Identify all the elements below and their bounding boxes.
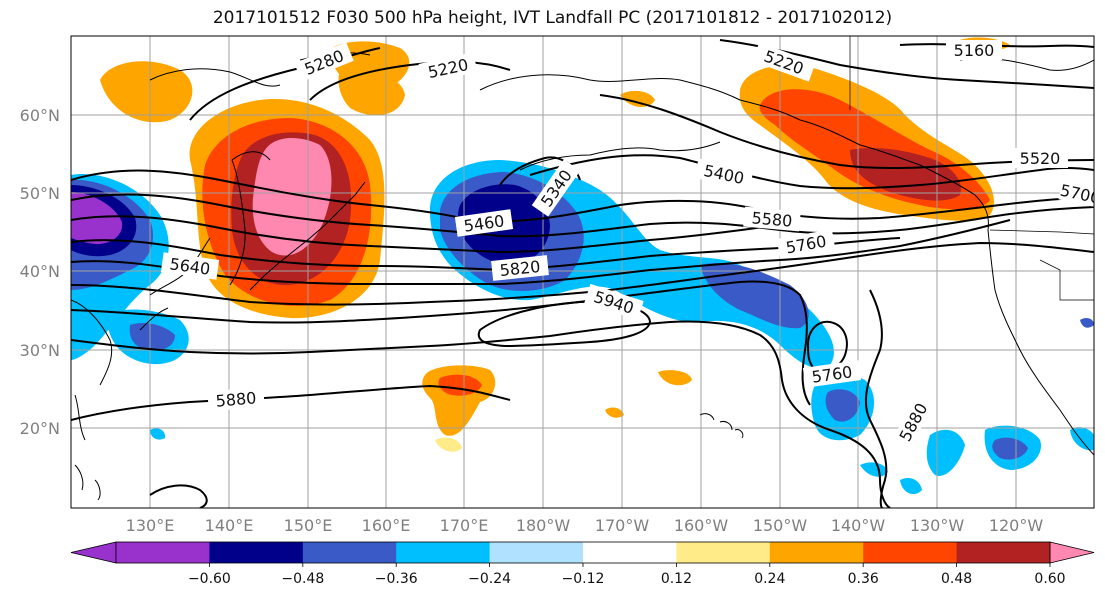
- lon-label-130w: 130°W: [910, 516, 965, 535]
- colorbar-segment: [209, 542, 304, 563]
- colorbar: −0.60 −0.48 −0.36 −0.24 −0.12 0.12 0.24 0.36 0.4…: [70, 541, 1095, 587]
- contour-5880: [71, 320, 891, 508]
- lon-label-170e: 170°E: [440, 516, 489, 535]
- lat-label-50n: 50°N: [20, 184, 60, 203]
- contour-label-5580: 5580: [751, 208, 793, 230]
- contour-5760-a: [71, 241, 1094, 306]
- ivt-pos-subtrop-yellow: [435, 437, 462, 452]
- colorbar-tick-label: 0.12: [661, 571, 692, 587]
- colorbar-segment: [116, 542, 210, 563]
- borders: [849, 36, 1094, 301]
- colorbar-segment: [676, 542, 771, 563]
- lon-label-140e: 140°E: [205, 516, 254, 535]
- contour-5880-sw-b: [149, 484, 208, 508]
- colorbar-tick-label: 0.24: [754, 571, 785, 587]
- lon-label-130e: 130°E: [126, 516, 175, 535]
- longitude-labels: 130°E 140°E 150°E 160°E 170°E 180°W 170°…: [126, 516, 1044, 535]
- coast-alaska: [479, 74, 861, 171]
- colorbar-segment: [489, 542, 584, 563]
- contour-5400: [529, 154, 1094, 190]
- lon-label-120w: 120°W: [989, 516, 1044, 535]
- colorbar-tick-label: 0.36: [848, 571, 879, 587]
- lon-label-180w: 180°W: [516, 516, 571, 535]
- colorbar-tick-label: −0.36: [375, 571, 418, 587]
- contour-5880-sw: [71, 384, 511, 421]
- contour-label-5820: 5820: [499, 257, 541, 280]
- ivt-positive-shading: [100, 37, 1010, 452]
- colorbar-segment: [956, 542, 1051, 563]
- ivt-neg-east-3-blue: [992, 437, 1028, 460]
- ivt-neg-east-6: [900, 478, 922, 495]
- colorbar-segment: [583, 542, 677, 563]
- ivt-neg-japan-south-blue: [129, 323, 175, 351]
- colorbar-tick-label: −0.24: [468, 571, 511, 587]
- lon-label-150w: 150°W: [753, 516, 808, 535]
- latitude-labels: 60°N 50°N 40°N 30°N 20°N: [20, 106, 60, 438]
- contour-5700: [71, 219, 1011, 286]
- lon-label-150e: 150°E: [284, 516, 333, 535]
- ivt-neg-east-2: [926, 429, 965, 476]
- ivt-pos-hawaii-small: [658, 370, 692, 386]
- ivt-neg-small-a: [150, 428, 166, 440]
- ivt-pos-top-right-small: [620, 90, 655, 107]
- ivt-neg-east-5: [860, 462, 888, 477]
- coast-kurils: [249, 181, 366, 291]
- contour-5580: [71, 215, 781, 254]
- colorbar-tick-label: −0.48: [281, 571, 324, 587]
- colorbar-extend-low: [70, 541, 117, 564]
- coast-us-west: [987, 229, 1094, 456]
- colorbar-segment: [769, 542, 864, 563]
- ivt-neg-east-1-blue: [825, 389, 860, 422]
- ivt-pos-top-orange-2: [338, 68, 405, 116]
- contour-5460: [71, 169, 1094, 223]
- lon-label-170w: 170°W: [595, 516, 650, 535]
- ivt-pos-ne-dark: [850, 147, 961, 201]
- lat-label-60n: 60°N: [20, 106, 60, 125]
- contour-label-5160: 5160: [954, 41, 995, 60]
- coast-hawaii: [699, 413, 744, 439]
- colorbar-tick-label: −0.12: [562, 571, 605, 587]
- contour-label-5880-west: 5880: [215, 388, 257, 410]
- coast-kamchatka: [229, 151, 271, 286]
- contour-5760-b: [806, 320, 848, 373]
- coast-bc: [859, 144, 989, 231]
- contour-5220-a: [309, 60, 511, 101]
- contour-arc-1: [599, 94, 1094, 170]
- lon-label-140w: 140°W: [831, 516, 886, 535]
- lon-label-160w: 160°W: [674, 516, 729, 535]
- lat-label-20n: 20°N: [20, 419, 60, 438]
- colorbar-segment: [396, 542, 491, 563]
- contour-5940: [477, 300, 652, 348]
- ivt-neg-east-tail: [700, 262, 809, 329]
- chart-title: 2017101512 F030 500 hPa height, IVT Land…: [212, 8, 893, 28]
- ivt-pos-small-1: [605, 407, 624, 418]
- ivt-neg-small-b: [605, 237, 622, 248]
- contour-label-5520: 5520: [1020, 149, 1061, 168]
- ivt-pos-nw-top: [100, 61, 193, 123]
- coast-islands-sw: [74, 464, 101, 501]
- lat-label-40n: 40°N: [20, 262, 60, 281]
- lat-label-30n: 30°N: [20, 341, 60, 360]
- colorbar-extend-high: [1049, 541, 1095, 564]
- lon-label-160e: 160°E: [362, 516, 411, 535]
- colorbar-tick-label: 0.48: [941, 571, 972, 587]
- colorbar-segment: [863, 542, 958, 563]
- ivt-neg-small-c: [1080, 317, 1094, 328]
- ivt-pos-kamchatka-pink: [252, 138, 332, 256]
- colorbar-tick-label: −0.60: [188, 571, 231, 587]
- contour-5160: [899, 43, 1094, 48]
- contour-5520: [71, 193, 1094, 238]
- contour-5880-right: [864, 289, 888, 508]
- colorbar-tick-label: 0.60: [1034, 571, 1065, 587]
- colorbar-segment: [302, 542, 397, 563]
- map-frame: [70, 35, 1095, 509]
